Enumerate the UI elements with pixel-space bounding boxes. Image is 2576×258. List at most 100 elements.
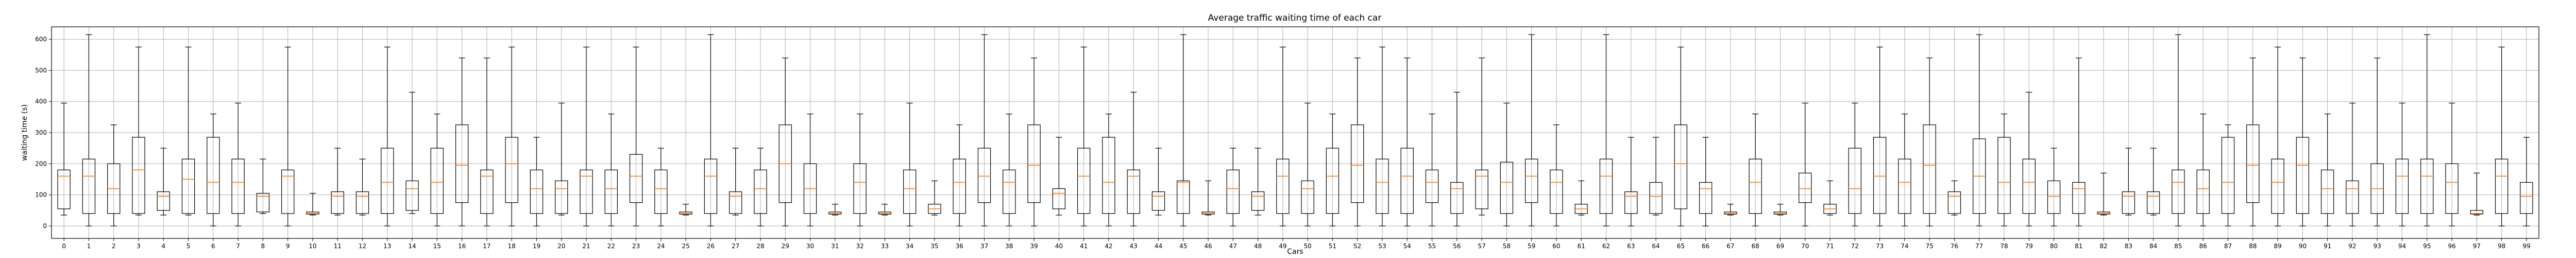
box-car-17: [480, 57, 494, 227]
iqr-box: [2395, 158, 2409, 214]
iqr-box: [1177, 180, 1190, 214]
x-tick-label: 9: [286, 243, 290, 250]
iqr-box: [405, 180, 419, 211]
x-tick-label: 30: [806, 243, 814, 250]
x-tick-label: 31: [831, 243, 839, 250]
iqr-box: [1500, 162, 1514, 214]
box-car-94: [2395, 103, 2409, 227]
box-car-48: [1251, 148, 1265, 216]
box-car-7: [231, 103, 245, 227]
iqr-box: [2172, 169, 2185, 214]
box-car-97: [2470, 172, 2483, 216]
iqr-box: [1649, 182, 1663, 214]
x-tick-label: 2: [112, 243, 116, 250]
x-tick-label: 53: [1378, 243, 1386, 250]
x-tick-label: 24: [657, 243, 665, 250]
box-car-72: [1848, 103, 1861, 227]
box-car-6: [207, 114, 220, 227]
x-tick-label: 13: [383, 243, 391, 250]
iqr-box: [2320, 169, 2334, 214]
x-tick-label: 3: [137, 243, 141, 250]
iqr-box: [281, 169, 295, 214]
iqr-box: [1127, 169, 1140, 214]
box-car-87: [2221, 124, 2235, 227]
iqr-box: [977, 148, 991, 203]
x-tick-label: 99: [2522, 243, 2530, 250]
iqr-box: [754, 169, 767, 214]
iqr-box: [580, 169, 593, 214]
iqr-box: [2445, 163, 2459, 214]
box-car-44: [1151, 148, 1165, 216]
box-car-38: [1003, 114, 1016, 227]
x-tick-label: 51: [1329, 243, 1336, 250]
x-tick-label: 52: [1353, 243, 1361, 250]
x-tick-label: 63: [1627, 243, 1635, 250]
box-car-66: [1699, 137, 1713, 227]
iqr-box: [1201, 212, 1215, 215]
x-tick-label: 39: [1030, 243, 1038, 250]
iqr-box: [2346, 180, 2359, 214]
box-car-98: [2495, 46, 2509, 227]
x-tick-label: 38: [1005, 243, 1013, 250]
box-car-49: [1276, 46, 1290, 227]
box-car-92: [2346, 103, 2359, 227]
x-tick-label: 27: [732, 243, 739, 250]
iqr-box: [2271, 158, 2284, 214]
box-car-18: [505, 46, 518, 227]
iqr-box: [1724, 212, 1737, 215]
box-car-64: [1649, 137, 1663, 216]
x-tick-label: 25: [682, 243, 689, 250]
x-tick-label: 54: [1403, 243, 1411, 250]
iqr-box: [729, 191, 742, 214]
box-car-52: [1351, 57, 1364, 227]
chart-title: Average traffic waiting time of each car: [1208, 13, 1382, 23]
box-car-79: [2022, 92, 2036, 227]
x-tick-label: 77: [1975, 243, 1983, 250]
iqr-box: [1301, 180, 1314, 214]
x-tick-label: 79: [2025, 243, 2033, 250]
x-tick-label: 0: [62, 243, 66, 250]
iqr-box: [853, 163, 867, 214]
box-car-95: [2420, 34, 2434, 227]
x-tick-label: 78: [2000, 243, 2008, 250]
y-tick-label: 200: [35, 160, 47, 167]
box-car-33: [878, 204, 892, 216]
iqr-box: [1848, 148, 1861, 214]
x-tick-label: 41: [1080, 243, 1088, 250]
box-car-65: [1674, 46, 1688, 227]
box-car-47: [1226, 148, 1240, 227]
box-car-45: [1177, 34, 1190, 227]
y-tick-label: 600: [35, 36, 47, 43]
box-car-14: [405, 92, 419, 214]
x-tick-label: 83: [2125, 243, 2132, 250]
x-tick-label: 91: [2324, 243, 2331, 250]
box-car-10: [306, 192, 319, 216]
box-car-13: [381, 46, 394, 227]
box-car-84: [2146, 148, 2160, 216]
iqr-box: [1923, 124, 1936, 214]
x-tick-label: 93: [2374, 243, 2381, 250]
iqr-box: [430, 148, 444, 214]
x-tick-label: 57: [1478, 243, 1485, 250]
iqr-box: [1524, 158, 1538, 203]
iqr-box: [1450, 182, 1464, 214]
x-tick-label: 90: [2299, 243, 2307, 250]
x-tick-label: 81: [2075, 243, 2082, 250]
iqr-box: [604, 169, 618, 214]
x-tick-label: 80: [2050, 243, 2058, 250]
box-car-32: [853, 114, 867, 227]
box-car-70: [1799, 103, 1812, 227]
y-tick-label: 400: [35, 98, 47, 105]
x-tick-label: 58: [1503, 243, 1511, 250]
x-tick-label: 97: [2473, 243, 2481, 250]
iqr-box: [256, 192, 270, 213]
y-tick-label: 100: [35, 191, 47, 199]
box-car-61: [1574, 180, 1588, 216]
y-tick-label: 0: [43, 222, 47, 230]
iqr-box: [1226, 169, 1240, 214]
box-car-23: [629, 46, 643, 227]
box-car-68: [1749, 114, 1762, 227]
iqr-box: [231, 158, 245, 214]
box-car-5: [181, 46, 195, 216]
